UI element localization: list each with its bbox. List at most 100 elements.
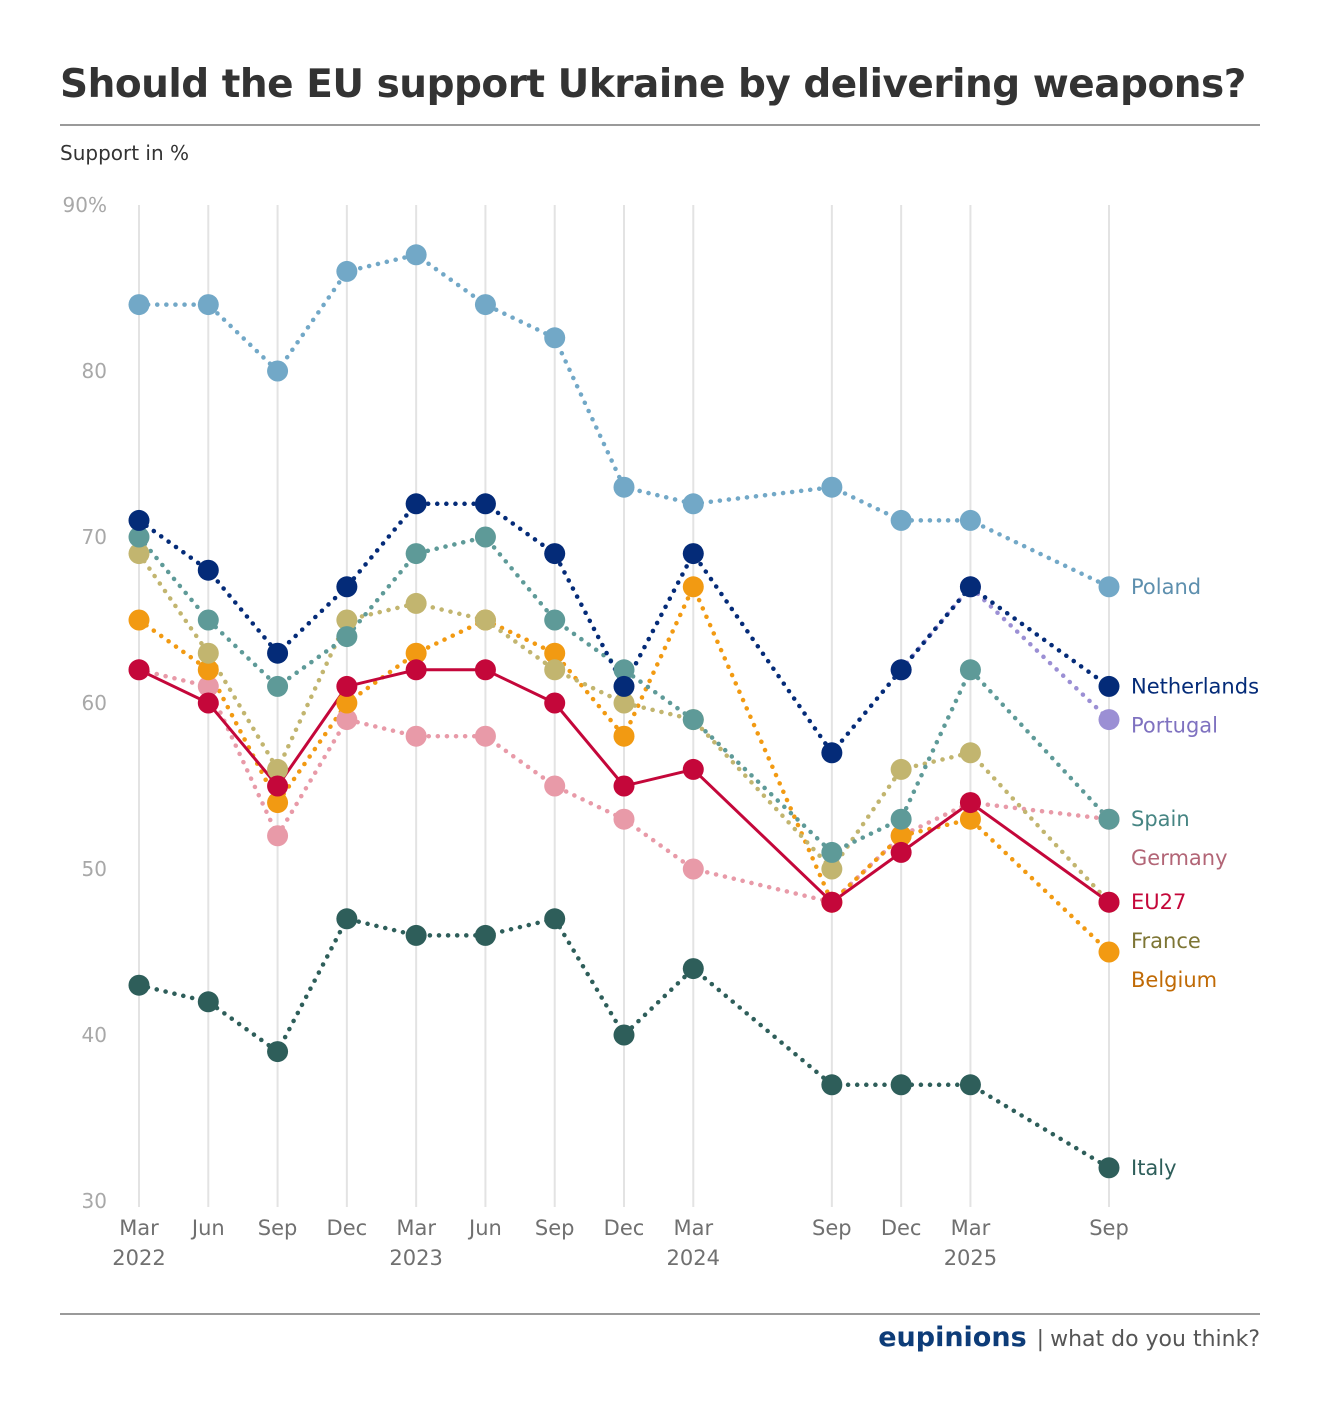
data-point-eu27[interactable] [613, 775, 635, 797]
data-point-spain[interactable] [1098, 808, 1120, 830]
series-end-labels: Poland Netherlands Portugal Spain Germany EU2… [1131, 575, 1259, 1180]
data-point-spain[interactable] [405, 543, 427, 565]
data-point-belgium[interactable] [128, 609, 150, 631]
data-point-poland[interactable] [821, 476, 843, 498]
data-point-italy[interactable] [613, 1024, 635, 1046]
data-point-portugal[interactable] [1098, 709, 1120, 731]
data-point-germany[interactable] [267, 825, 289, 847]
data-point-france[interactable] [959, 742, 981, 764]
data-point-poland[interactable] [197, 294, 219, 316]
data-point-germany[interactable] [613, 808, 635, 830]
data-point-eu27[interactable] [1098, 891, 1120, 913]
data-point-france[interactable] [336, 609, 358, 631]
x-year-label: 2023 [389, 1246, 442, 1270]
data-point-netherlands[interactable] [336, 576, 358, 598]
data-point-italy[interactable] [474, 924, 496, 946]
data-point-eu27[interactable] [267, 775, 289, 797]
data-point-italy[interactable] [682, 958, 704, 980]
data-point-germany[interactable] [682, 858, 704, 880]
data-point-netherlands[interactable] [613, 675, 635, 697]
data-point-belgium[interactable] [959, 808, 981, 830]
data-point-eu27[interactable] [336, 675, 358, 697]
data-point-poland[interactable] [890, 509, 912, 531]
data-point-france[interactable] [197, 642, 219, 664]
data-point-italy[interactable] [267, 1041, 289, 1063]
data-point-netherlands[interactable] [544, 543, 566, 565]
data-point-spain[interactable] [821, 841, 843, 863]
data-point-belgium[interactable] [336, 692, 358, 714]
data-point-spain[interactable] [959, 659, 981, 681]
data-point-poland[interactable] [544, 327, 566, 349]
data-point-belgium[interactable] [613, 725, 635, 747]
data-point-belgium[interactable] [405, 642, 427, 664]
data-point-germany[interactable] [474, 725, 496, 747]
data-point-poland[interactable] [267, 360, 289, 382]
data-point-spain[interactable] [682, 709, 704, 731]
data-point-spain[interactable] [336, 626, 358, 648]
data-point-eu27[interactable] [405, 659, 427, 681]
data-point-belgium[interactable] [890, 825, 912, 847]
data-point-france[interactable] [821, 858, 843, 880]
data-point-belgium[interactable] [267, 792, 289, 814]
data-point-germany[interactable] [336, 709, 358, 731]
data-point-germany[interactable] [197, 675, 219, 697]
data-point-spain[interactable] [267, 675, 289, 697]
data-point-eu27[interactable] [128, 659, 150, 681]
data-point-netherlands[interactable] [474, 493, 496, 515]
data-point-eu27[interactable] [890, 841, 912, 863]
data-point-eu27[interactable] [544, 692, 566, 714]
data-point-eu27[interactable] [682, 758, 704, 780]
data-point-belgium[interactable] [197, 659, 219, 681]
data-point-netherlands[interactable] [959, 576, 981, 598]
data-point-italy[interactable] [128, 974, 150, 996]
data-point-poland[interactable] [128, 294, 150, 316]
data-point-netherlands[interactable] [267, 642, 289, 664]
data-point-belgium[interactable] [682, 576, 704, 598]
data-point-netherlands[interactable] [682, 543, 704, 565]
data-point-italy[interactable] [544, 908, 566, 930]
data-point-germany[interactable] [544, 775, 566, 797]
data-point-spain[interactable] [197, 609, 219, 631]
data-point-france[interactable] [544, 659, 566, 681]
data-point-poland[interactable] [336, 260, 358, 282]
brand-logo[interactable]: eupinions [878, 1322, 1027, 1353]
data-point-poland[interactable] [613, 476, 635, 498]
data-point-spain[interactable] [544, 609, 566, 631]
data-point-eu27[interactable] [197, 692, 219, 714]
data-point-france[interactable] [267, 758, 289, 780]
data-point-italy[interactable] [959, 1074, 981, 1096]
data-point-italy[interactable] [336, 908, 358, 930]
data-point-netherlands[interactable] [1098, 675, 1120, 697]
data-point-france[interactable] [405, 592, 427, 614]
data-point-france[interactable] [890, 758, 912, 780]
data-point-poland[interactable] [474, 294, 496, 316]
data-point-france[interactable] [128, 543, 150, 565]
data-point-germany[interactable] [405, 725, 427, 747]
data-point-netherlands[interactable] [821, 742, 843, 764]
data-point-france[interactable] [474, 609, 496, 631]
data-point-italy[interactable] [890, 1074, 912, 1096]
data-point-france[interactable] [613, 692, 635, 714]
data-point-spain[interactable] [474, 526, 496, 548]
data-point-belgium[interactable] [1098, 941, 1120, 963]
data-point-belgium[interactable] [544, 642, 566, 664]
data-point-poland[interactable] [405, 244, 427, 266]
data-point-italy[interactable] [1098, 1157, 1120, 1179]
data-point-netherlands[interactable] [890, 659, 912, 681]
data-point-poland[interactable] [682, 493, 704, 515]
data-point-italy[interactable] [405, 924, 427, 946]
data-point-italy[interactable] [821, 1074, 843, 1096]
data-point-netherlands[interactable] [197, 559, 219, 581]
data-point-poland[interactable] [959, 509, 981, 531]
data-point-eu27[interactable] [474, 659, 496, 681]
data-point-spain[interactable] [128, 526, 150, 548]
data-point-eu27[interactable] [821, 891, 843, 913]
data-point-netherlands[interactable] [405, 493, 427, 515]
y-tick-label: 40 [82, 1023, 107, 1047]
data-point-spain[interactable] [890, 808, 912, 830]
data-point-poland[interactable] [1098, 576, 1120, 598]
data-point-italy[interactable] [197, 991, 219, 1013]
data-point-netherlands[interactable] [128, 509, 150, 531]
data-point-eu27[interactable] [959, 792, 981, 814]
data-point-spain[interactable] [613, 659, 635, 681]
